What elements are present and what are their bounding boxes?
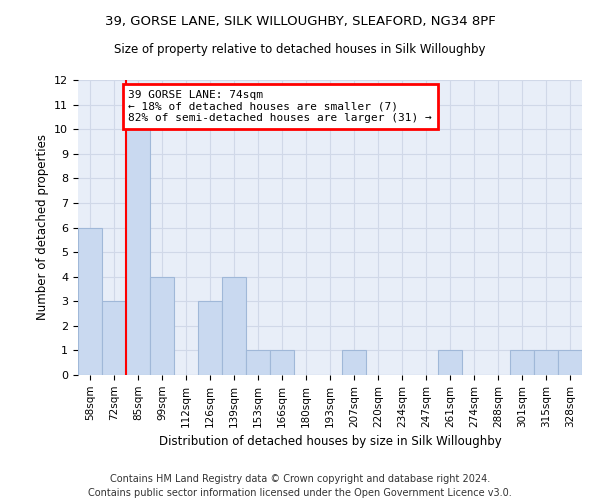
Bar [438,350,462,375]
Bar [126,129,150,375]
Y-axis label: Number of detached properties: Number of detached properties [35,134,49,320]
Bar [270,350,294,375]
Bar [150,276,174,375]
Bar [102,301,126,375]
X-axis label: Distribution of detached houses by size in Silk Willoughby: Distribution of detached houses by size … [158,435,502,448]
Bar [198,301,222,375]
Bar [78,228,102,375]
Text: Contains HM Land Registry data © Crown copyright and database right 2024.
Contai: Contains HM Land Registry data © Crown c… [88,474,512,498]
Text: 39 GORSE LANE: 74sqm
← 18% of detached houses are smaller (7)
82% of semi-detach: 39 GORSE LANE: 74sqm ← 18% of detached h… [128,90,432,123]
Bar [246,350,270,375]
Text: Size of property relative to detached houses in Silk Willoughby: Size of property relative to detached ho… [114,42,486,56]
Bar [534,350,558,375]
Bar [222,276,246,375]
Bar [558,350,582,375]
Text: 39, GORSE LANE, SILK WILLOUGHBY, SLEAFORD, NG34 8PF: 39, GORSE LANE, SILK WILLOUGHBY, SLEAFOR… [104,15,496,28]
Bar [342,350,366,375]
Bar [510,350,534,375]
